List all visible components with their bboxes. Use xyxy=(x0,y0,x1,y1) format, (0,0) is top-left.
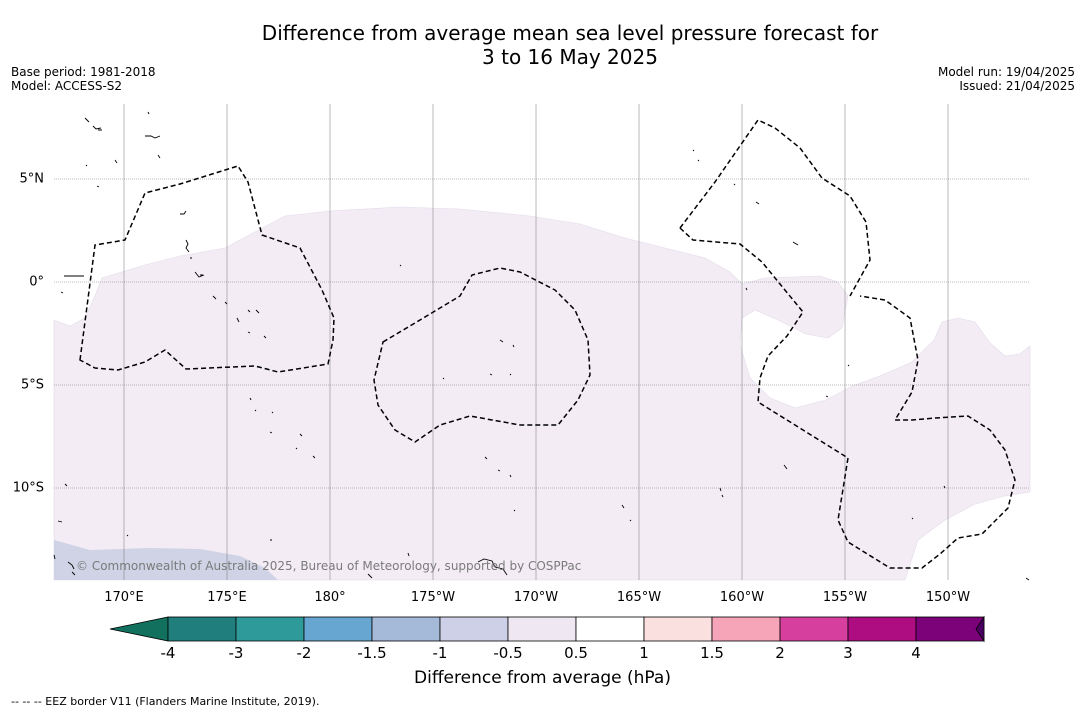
gridlines xyxy=(123,104,949,580)
lon-label: 160°W xyxy=(719,590,765,605)
eez-border-west xyxy=(79,165,335,373)
colorbar-over-arrow xyxy=(975,615,985,643)
colorbar-segment xyxy=(575,616,645,642)
lon-label: 165°W xyxy=(616,590,662,605)
eez-border-east-link xyxy=(679,227,849,459)
colorbar-segment xyxy=(643,616,713,642)
title-line-2: 3 to 16 May 2025 xyxy=(482,45,658,69)
model-run: Model run: 19/04/2025 xyxy=(937,65,1075,79)
colorbar-under-arrow xyxy=(109,616,169,642)
lon-label: 175°W xyxy=(410,590,456,605)
map-title: Difference from average mean sea level p… xyxy=(0,21,1085,69)
colorbar-segment xyxy=(371,616,441,642)
colorbar-tick: 1 xyxy=(639,644,649,662)
lon-label: 155°W xyxy=(822,590,868,605)
meta-right: Model run: 19/04/2025 Issued: 21/04/2025 xyxy=(938,65,1075,93)
colorbar-tick: -2 xyxy=(296,644,312,662)
eez-border-east-north xyxy=(679,119,871,297)
lat-label: 10°S xyxy=(12,480,44,496)
eez-border-central xyxy=(373,267,591,443)
colorbar-segment xyxy=(847,616,917,642)
meta-left: Base period: 1981-2018 Model: ACCESS-S2 xyxy=(11,65,156,93)
colorbar-tick: -1 xyxy=(432,644,448,662)
anomaly-region-blue xyxy=(54,540,278,580)
base-period: Base period: 1981-2018 xyxy=(11,65,156,79)
islands xyxy=(53,111,1030,581)
lat-label: 5°N xyxy=(19,171,45,187)
footer-legend-note: -- -- -- EEZ border V11 (Flanders Marine… xyxy=(11,695,320,708)
colorbar-segment xyxy=(915,616,985,642)
eez-border-east-south xyxy=(837,295,1016,569)
colorbar-tick: -3 xyxy=(228,644,244,662)
copyright-notice: © Commonwealth of Australia 2025, Bureau… xyxy=(76,559,582,573)
lon-label: 170°W xyxy=(513,590,559,605)
colorbar-segment xyxy=(439,616,509,642)
colorbar-tick: 4 xyxy=(911,644,921,662)
lat-label: 5°S xyxy=(20,377,44,393)
colorbar-tick: -4 xyxy=(160,644,176,662)
lat-label: 0° xyxy=(29,274,44,290)
colorbar-segment xyxy=(303,616,373,642)
lat-gridlines xyxy=(54,178,1030,489)
colorbar-segment xyxy=(235,616,305,642)
colorbar-tick: 0.5 xyxy=(564,644,588,662)
issued-date: Issued: 21/04/2025 xyxy=(959,79,1075,93)
model-name: Model: ACCESS-S2 xyxy=(11,79,123,93)
colorbar-label: Difference from average (hPa) xyxy=(414,668,671,688)
colorbar-tick: 1.5 xyxy=(700,644,724,662)
lon-label: 180° xyxy=(314,590,346,605)
lon-label: 150°W xyxy=(925,590,971,605)
eez-borders xyxy=(79,119,1016,569)
colorbar-tick: 2 xyxy=(775,644,785,662)
lon-label: 175°E xyxy=(207,590,247,605)
colorbar-tick: -1.5 xyxy=(357,644,387,662)
colorbar-tick: 3 xyxy=(843,644,853,662)
colorbar-segment xyxy=(167,616,237,642)
colorbar-segment xyxy=(507,616,577,642)
lon-label: 170°E xyxy=(104,590,144,605)
title-line-1: Difference from average mean sea level p… xyxy=(261,21,879,45)
colorbar xyxy=(109,615,985,643)
anomaly-region-light xyxy=(53,206,1031,581)
colorbar-segment xyxy=(779,616,849,642)
colorbar-segment xyxy=(711,616,781,642)
colorbar-tick: -0.5 xyxy=(493,644,523,662)
